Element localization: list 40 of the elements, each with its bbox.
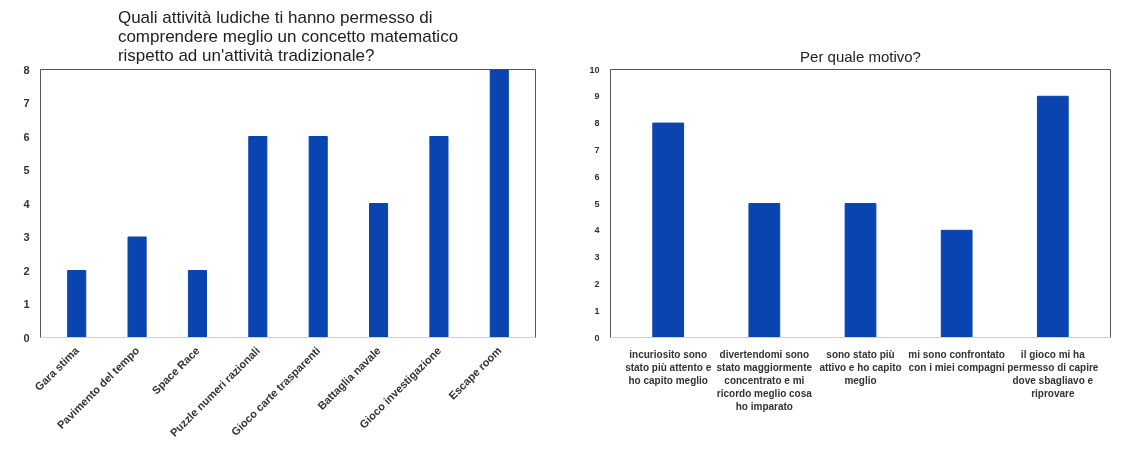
bar (652, 122, 685, 338)
y-tick-label: 8 (23, 63, 30, 76)
bar (368, 203, 389, 338)
y-tick-label: 6 (23, 130, 30, 143)
bar (248, 136, 268, 338)
bar (308, 136, 328, 338)
y-tick-label: 8 (594, 118, 600, 129)
bar (127, 236, 147, 338)
bar (844, 203, 877, 338)
x-tick-label: sono stato più attivo e ho capito meglio (819, 348, 902, 386)
y-tick-label: 2 (594, 278, 600, 289)
bar (67, 270, 87, 338)
y-tick-label: 4 (594, 225, 600, 236)
bar (1036, 95, 1069, 338)
chart-title: Quali attività ludiche ti hanno permesso di comprendere meglio un concetto matematico rispetto ad un'attività tradizionale? (117, 7, 459, 65)
bar (187, 270, 208, 338)
y-tick-label: 3 (23, 231, 30, 243)
x-tick-label: mi sono confrontato con i miei compagni (908, 348, 1005, 373)
chart-title: Per quale motivo? (800, 47, 921, 65)
bar (489, 69, 509, 338)
y-tick-label: 1 (594, 305, 600, 316)
y-tick-label: 7 (594, 144, 600, 155)
y-tick-label: 9 (594, 91, 600, 102)
y-tick-label: 6 (594, 171, 600, 182)
y-tick-label: 5 (23, 164, 30, 176)
y-tick-label: 4 (23, 197, 31, 210)
y-tick-label: 2 (23, 264, 30, 277)
x-tick-label: incuriosito sono stato più attento e ho capito meglio (625, 348, 712, 386)
y-tick-label: 7 (23, 97, 30, 109)
y-tick-label: 5 (594, 198, 600, 209)
y-tick-label: 3 (594, 252, 600, 263)
bar (429, 136, 449, 338)
x-tick-label: divertendomi sono stato maggiormente concentrato e mi ricordo meglio cosa ho imparato (716, 348, 813, 413)
bar (748, 203, 781, 338)
y-tick-label: 10 (589, 64, 600, 75)
x-tick-label: il gioco mi ha permesso di capire dove sbagliavo e riprovare (1007, 348, 1099, 400)
y-tick-label: 0 (23, 331, 30, 344)
y-tick-label: 0 (594, 332, 600, 343)
y-tick-label: 1 (23, 298, 30, 310)
bar (940, 229, 973, 338)
